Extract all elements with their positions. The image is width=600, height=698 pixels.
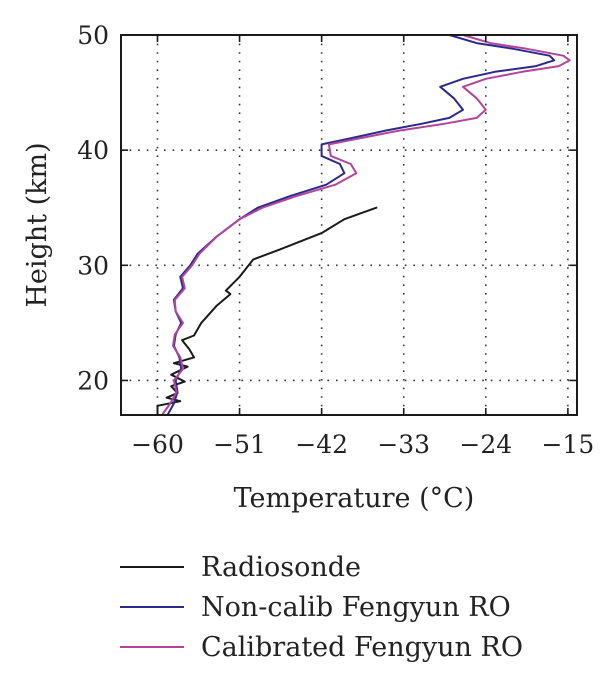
legend-label-calibrated-fengyun-ro: Calibrated Fengyun RO [201,632,523,663]
x-tick-label: −60 [131,430,184,459]
legend-label-radiosonde: Radiosonde [201,552,361,583]
y-axis-label: Height (km) [22,142,53,307]
legend: Radiosonde Non-calib Fengyun RO Calibrated… [120,552,523,663]
x-tick-label: −33 [377,430,430,459]
legend-label-non-calib-fengyun-ro: Non-calib Fengyun RO [201,592,511,623]
x-axis-label: Temperature (°C) [234,483,475,514]
plot-frame [120,34,578,416]
axis-ticks: −60 −51 −42 −33 −24 −15 20 30 40 50 [77,21,594,459]
x-tick-label: −24 [459,430,512,459]
y-tick-label: 30 [77,251,109,280]
series-line-calibrated-fengyun-ro [161,34,571,416]
x-tick-label: −15 [541,430,594,459]
series-line-radiosonde [156,206,378,416]
y-tick-label: 50 [77,21,109,50]
y-tick-label: 20 [77,366,109,395]
y-tick-label: 40 [77,136,109,165]
x-tick-label: −51 [213,430,266,459]
x-tick-label: −42 [295,430,348,459]
series-line-non-calib-fengyun-ro [166,34,556,416]
series-lines [156,34,571,416]
